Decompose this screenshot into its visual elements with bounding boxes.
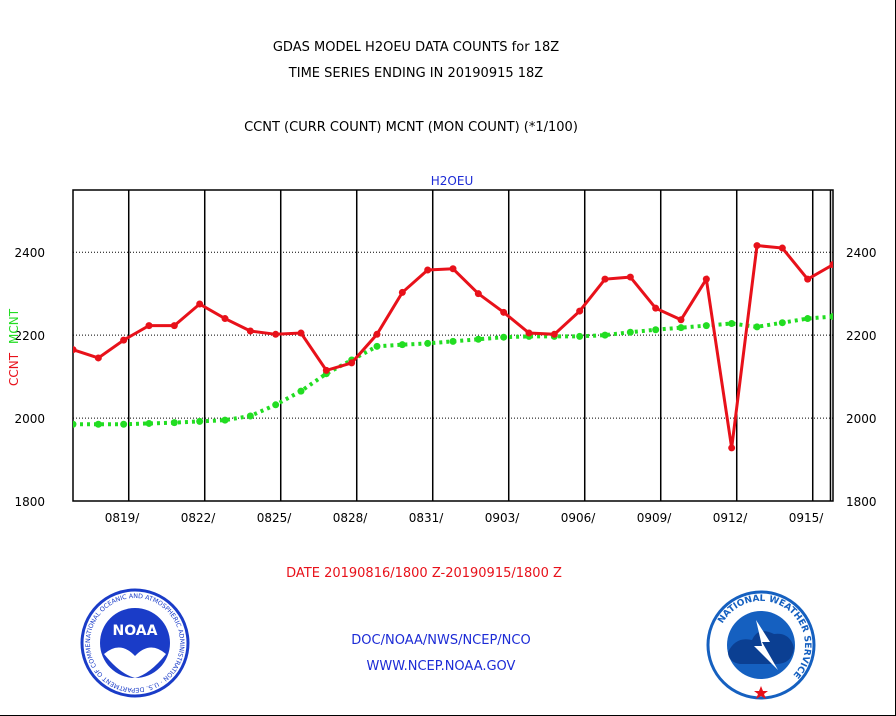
y-tick-label-left: 2400 (14, 246, 45, 260)
data-point-mcnt (728, 320, 736, 328)
org-line: DOC/NOAA/NWS/NCEP/NCO (351, 633, 531, 648)
data-point-ccnt (424, 266, 432, 274)
data-point-ccnt (120, 336, 128, 344)
data-point-ccnt (576, 307, 584, 315)
data-point-ccnt (196, 300, 204, 308)
data-point-mcnt (398, 341, 406, 349)
data-point-mcnt (297, 387, 305, 395)
data-point-mcnt (94, 420, 102, 428)
data-point-ccnt (702, 275, 710, 283)
y-tick-label-left: 1800 (14, 495, 45, 509)
data-point-mcnt (702, 322, 710, 330)
x-tick-label: 0822/ (181, 511, 217, 525)
y-tick-label-left: 2200 (14, 329, 45, 343)
x-tick-label: 0819/ (105, 511, 141, 525)
data-point-ccnt (829, 261, 833, 269)
legend-text: CCNT (CURR COUNT) MCNT (MON COUNT) (*1/1… (244, 120, 578, 135)
plot-title: H2OEU (430, 174, 474, 188)
data-point-ccnt (272, 330, 280, 338)
data-point-mcnt (221, 416, 229, 424)
noaa-logo: NATIONAL OCEANIC AND ATMOSPHERIC ADMINIS… (80, 588, 190, 698)
data-point-ccnt (626, 273, 634, 281)
x-tick-label: 0828/ (333, 511, 369, 525)
data-point-mcnt (145, 419, 153, 427)
data-point-ccnt (474, 290, 482, 298)
data-point-mcnt (576, 332, 584, 340)
y-tick-label-right: 2200 (846, 329, 877, 343)
data-point-mcnt (626, 328, 634, 336)
data-point-ccnt (778, 244, 786, 252)
data-point-mcnt (601, 331, 609, 339)
data-point-ccnt (73, 346, 77, 354)
title-line-1: GDAS MODEL H2OEU DATA COUNTS for 18Z (272, 40, 560, 55)
nws-logo: NATIONAL WEATHER SERVICE (706, 590, 816, 700)
data-point-ccnt (170, 322, 178, 330)
data-point-ccnt (94, 354, 102, 362)
data-point-ccnt (677, 316, 685, 324)
data-point-mcnt (829, 312, 833, 320)
data-point-ccnt (550, 330, 558, 338)
data-point-ccnt (601, 275, 609, 283)
y-tick-label-right: 2000 (846, 412, 877, 426)
y-axis-label-mcnt: MCNT (7, 308, 21, 344)
data-point-mcnt (73, 420, 77, 428)
title-line-2: TIME SERIES ENDING IN 20190915 18Z (288, 66, 544, 81)
x-tick-label: 0903/ (485, 511, 521, 525)
data-point-ccnt (804, 275, 812, 283)
data-point-ccnt (322, 366, 330, 374)
x-tick-label: 0825/ (257, 511, 293, 525)
data-point-mcnt (272, 401, 280, 409)
x-tick-label: 0831/ (409, 511, 445, 525)
data-point-mcnt (449, 337, 457, 345)
y-axis-label-ccnt: CCNT (7, 352, 21, 386)
data-point-ccnt (398, 288, 406, 296)
data-point-ccnt (728, 444, 736, 452)
x-tick-label: 0906/ (561, 511, 597, 525)
data-point-ccnt (297, 329, 305, 337)
data-point-mcnt (474, 335, 482, 343)
url-line: WWW.NCEP.NOAA.GOV (366, 659, 516, 674)
x-tick-label: 0912/ (713, 511, 749, 525)
x-tick-label: 0909/ (637, 511, 673, 525)
data-point-mcnt (753, 323, 761, 331)
data-point-mcnt (120, 420, 128, 428)
data-point-mcnt (652, 326, 660, 334)
data-point-mcnt (424, 339, 432, 347)
y-tick-label-right: 1800 (846, 495, 877, 509)
data-point-ccnt (449, 265, 457, 273)
x-tick-label: 0915/ (789, 511, 825, 525)
data-point-mcnt (373, 342, 381, 350)
data-point-ccnt (525, 329, 533, 337)
y-tick-label-left: 2000 (14, 412, 45, 426)
data-point-mcnt (778, 319, 786, 327)
date-range-label: DATE 20190816/1800 Z-20190915/1800 Z (286, 566, 562, 581)
data-point-ccnt (652, 304, 660, 312)
data-point-ccnt (348, 359, 356, 367)
data-point-ccnt (145, 322, 153, 330)
plot-frame (72, 189, 834, 502)
data-point-ccnt (246, 327, 254, 335)
svg-text:NOAA: NOAA (113, 623, 158, 639)
data-point-mcnt (677, 324, 685, 332)
y-tick-label-right: 2400 (846, 246, 877, 260)
data-point-mcnt (196, 417, 204, 425)
data-point-mcnt (500, 333, 508, 341)
data-point-mcnt (804, 315, 812, 323)
data-point-mcnt (246, 412, 254, 420)
data-point-ccnt (373, 330, 381, 338)
data-point-ccnt (500, 308, 508, 316)
data-point-ccnt (221, 315, 229, 323)
data-point-mcnt (170, 419, 178, 427)
data-point-ccnt (753, 242, 761, 250)
